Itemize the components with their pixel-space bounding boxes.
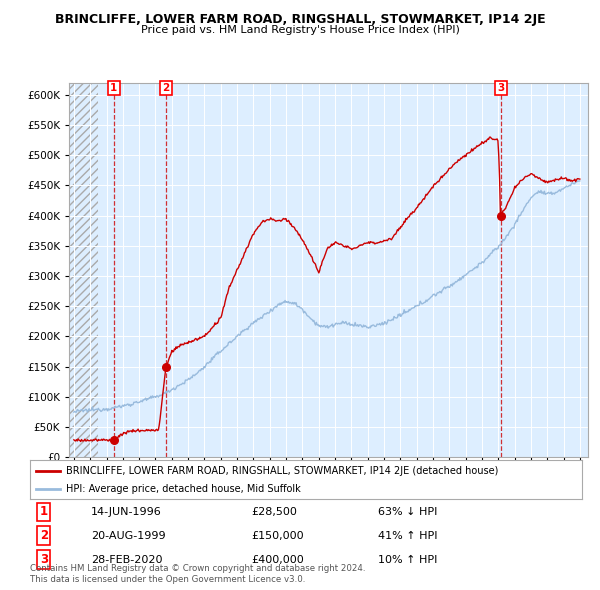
Text: 14-JUN-1996: 14-JUN-1996 bbox=[91, 507, 161, 517]
Text: BRINCLIFFE, LOWER FARM ROAD, RINGSHALL, STOWMARKET, IP14 2JE (detached house): BRINCLIFFE, LOWER FARM ROAD, RINGSHALL, … bbox=[66, 466, 498, 476]
Bar bbox=[69, 83, 98, 457]
Text: 10% ↑ HPI: 10% ↑ HPI bbox=[378, 555, 437, 565]
Text: 63% ↓ HPI: 63% ↓ HPI bbox=[378, 507, 437, 517]
Text: Price paid vs. HM Land Registry's House Price Index (HPI): Price paid vs. HM Land Registry's House … bbox=[140, 25, 460, 35]
Text: 3: 3 bbox=[497, 83, 505, 93]
Text: 2: 2 bbox=[40, 529, 48, 542]
Text: £150,000: £150,000 bbox=[251, 530, 304, 540]
Text: 3: 3 bbox=[40, 553, 48, 566]
Text: 1: 1 bbox=[110, 83, 118, 93]
Text: BRINCLIFFE, LOWER FARM ROAD, RINGSHALL, STOWMARKET, IP14 2JE: BRINCLIFFE, LOWER FARM ROAD, RINGSHALL, … bbox=[55, 13, 545, 26]
Text: 28-FEB-2020: 28-FEB-2020 bbox=[91, 555, 162, 565]
Text: £28,500: £28,500 bbox=[251, 507, 296, 517]
Text: 1: 1 bbox=[40, 505, 48, 518]
Text: HPI: Average price, detached house, Mid Suffolk: HPI: Average price, detached house, Mid … bbox=[66, 484, 301, 494]
Text: 2: 2 bbox=[163, 83, 170, 93]
Text: Contains HM Land Registry data © Crown copyright and database right 2024.
This d: Contains HM Land Registry data © Crown c… bbox=[30, 564, 365, 584]
Text: 41% ↑ HPI: 41% ↑ HPI bbox=[378, 530, 437, 540]
Text: £400,000: £400,000 bbox=[251, 555, 304, 565]
Text: 20-AUG-1999: 20-AUG-1999 bbox=[91, 530, 166, 540]
